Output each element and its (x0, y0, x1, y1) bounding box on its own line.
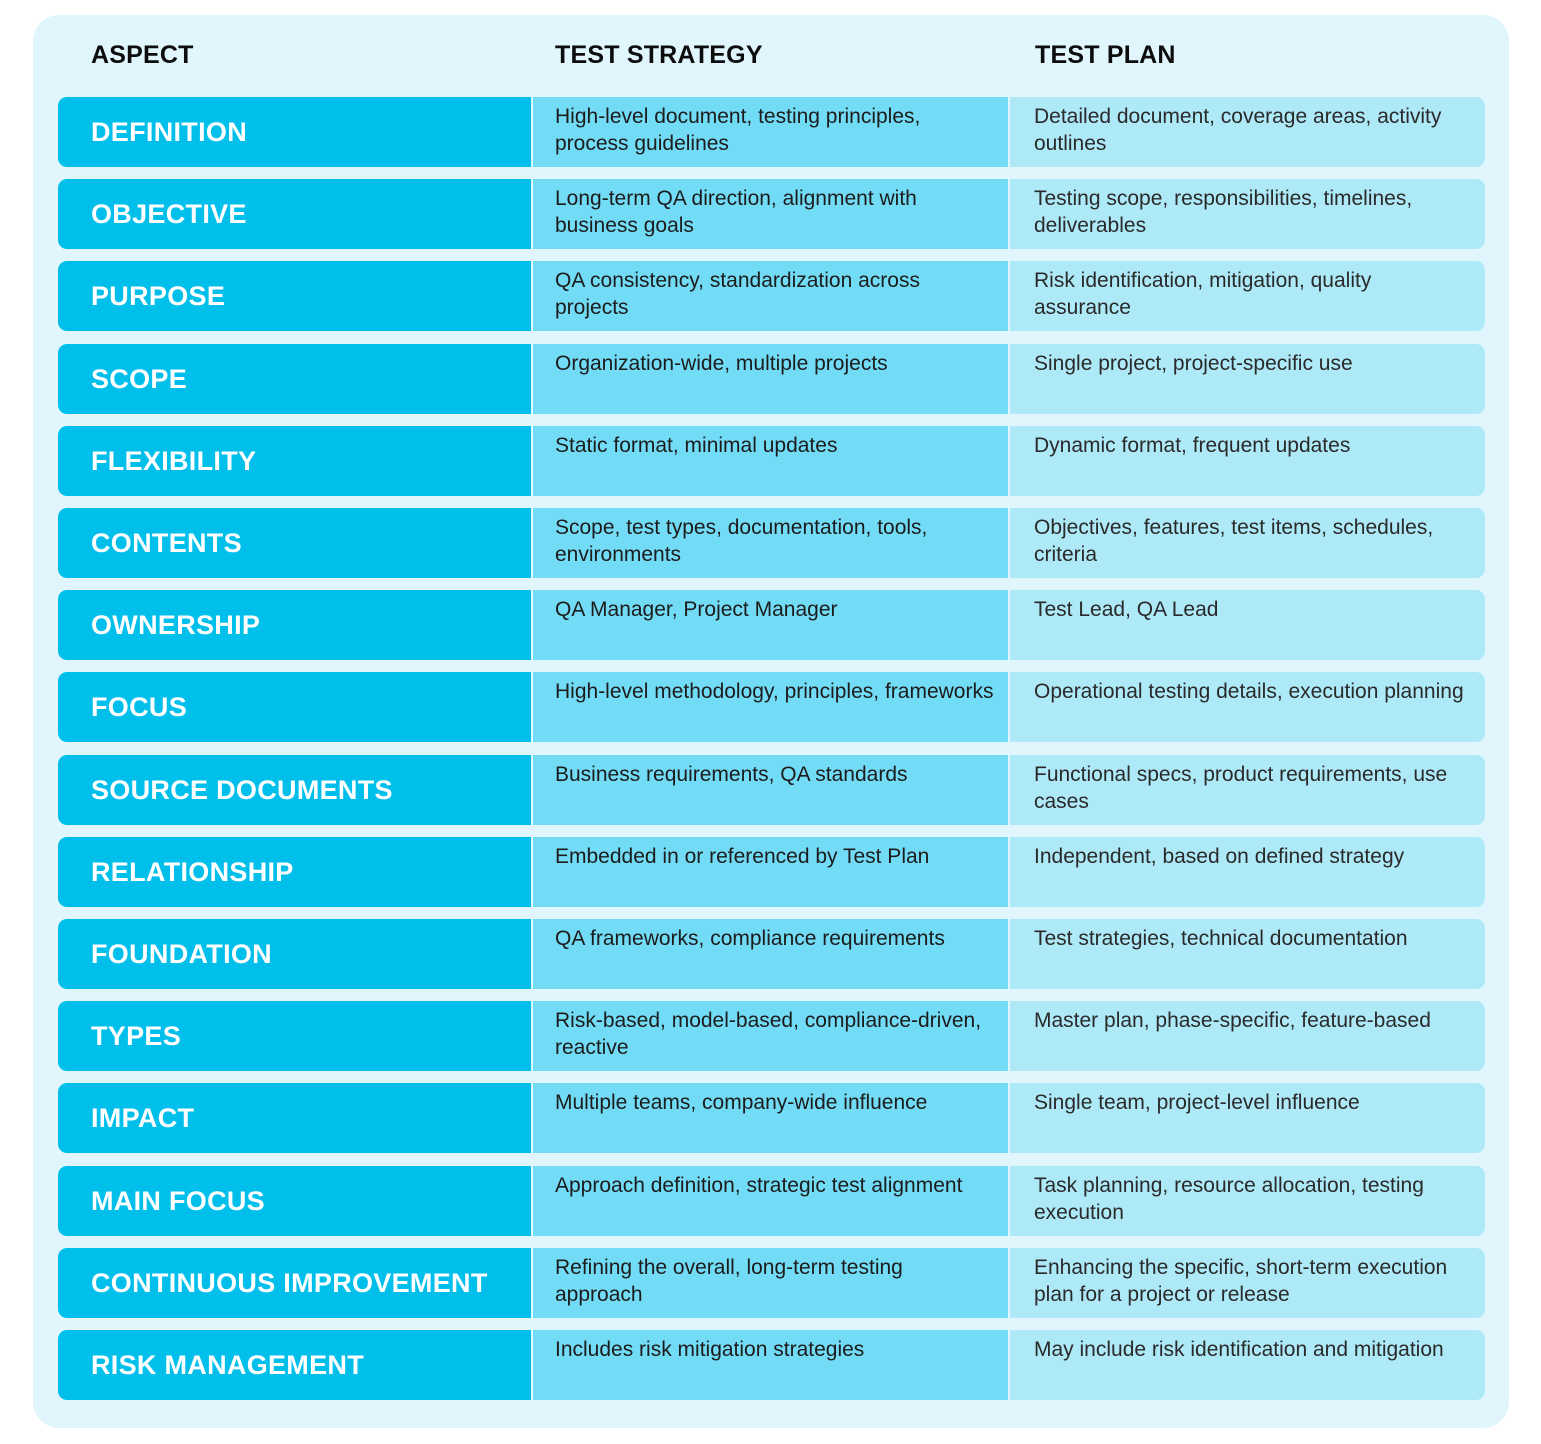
plan-cell: Task planning, resource allocation, test… (1010, 1165, 1485, 1236)
table-row: OBJECTIVE Long-term QA direction, alignm… (58, 179, 1485, 250)
aspect-cell: TYPES (58, 1001, 531, 1072)
table-row: FOUNDATION QA frameworks, compliance req… (58, 919, 1485, 989)
strategy-cell: Multiple teams, company-wide influence (533, 1083, 1008, 1154)
strategy-cell: Organization-wide, multiple projects (533, 343, 1008, 414)
aspect-cell: PURPOSE (58, 261, 531, 332)
plan-cell: Single team, project-level influence (1010, 1083, 1485, 1154)
plan-cell: Test Lead, QA Lead (1010, 590, 1485, 661)
aspect-cell: FOUNDATION (58, 919, 531, 989)
aspect-cell: MAIN FOCUS (58, 1165, 531, 1236)
strategy-cell: Static format, minimal updates (533, 425, 1008, 496)
strategy-cell: Refining the overall, long-term testing … (533, 1247, 1008, 1318)
plan-cell: Test strategies, technical documentation (1010, 919, 1485, 989)
table-row: MAIN FOCUS Approach definition, strategi… (58, 1165, 1485, 1236)
table-row: IMPACT Multiple teams, company-wide infl… (58, 1083, 1485, 1154)
plan-cell: Independent, based on defined strategy (1010, 836, 1485, 907)
aspect-cell: OBJECTIVE (58, 179, 531, 250)
plan-cell: Objectives, features, test items, schedu… (1010, 508, 1485, 578)
strategy-cell: QA consistency, standardization across p… (533, 261, 1008, 332)
aspect-cell: RELATIONSHIP (58, 836, 531, 907)
strategy-cell: Includes risk mitigation strategies (533, 1330, 1008, 1400)
header-test-strategy: TEST STRATEGY (555, 41, 763, 69)
aspect-cell: CONTENTS (58, 508, 531, 578)
table-row: CONTENTS Scope, test types, documentatio… (58, 508, 1485, 578)
aspect-cell: FOCUS (58, 672, 531, 743)
aspect-cell: SOURCE DOCUMENTS (58, 754, 531, 825)
table-row: DEFINITION High-level document, testing … (58, 97, 1485, 167)
plan-cell: Testing scope, responsibilities, timelin… (1010, 179, 1485, 250)
aspect-cell: IMPACT (58, 1083, 531, 1154)
table-row: PURPOSE QA consistency, standardization … (58, 261, 1485, 332)
table-row: FLEXIBILITY Static format, minimal updat… (58, 425, 1485, 496)
table-row: SCOPE Organization-wide, multiple projec… (58, 343, 1485, 414)
table-row: OWNERSHIP QA Manager, Project Manager Te… (58, 590, 1485, 661)
table-row: SOURCE DOCUMENTS Business requirements, … (58, 754, 1485, 825)
plan-cell: Single project, project-specific use (1010, 343, 1485, 414)
plan-cell: Functional specs, product requirements, … (1010, 754, 1485, 825)
plan-cell: Enhancing the specific, short-term execu… (1010, 1247, 1485, 1318)
strategy-cell: Risk-based, model-based, compliance-driv… (533, 1001, 1008, 1072)
strategy-cell: Business requirements, QA standards (533, 754, 1008, 825)
plan-cell: Risk identification, mitigation, quality… (1010, 261, 1485, 332)
strategy-cell: QA Manager, Project Manager (533, 590, 1008, 661)
aspect-cell: OWNERSHIP (58, 590, 531, 661)
plan-cell: Operational testing details, execution p… (1010, 672, 1485, 743)
table-row: RELATIONSHIP Embedded in or referenced b… (58, 836, 1485, 907)
aspect-cell: FLEXIBILITY (58, 425, 531, 496)
table-row: RISK MANAGEMENT Includes risk mitigation… (58, 1330, 1485, 1400)
aspect-cell: CONTINUOUS IMPROVEMENT (58, 1247, 531, 1318)
strategy-cell: Approach definition, strategic test alig… (533, 1165, 1008, 1236)
comparison-table-panel: ASPECT TEST STRATEGY TEST PLAN DEFINITIO… (33, 15, 1509, 1428)
plan-cell: Dynamic format, frequent updates (1010, 425, 1485, 496)
aspect-cell: SCOPE (58, 343, 531, 414)
plan-cell: Master plan, phase-specific, feature-bas… (1010, 1001, 1485, 1072)
strategy-cell: Embedded in or referenced by Test Plan (533, 836, 1008, 907)
header-test-plan: TEST PLAN (1035, 41, 1176, 69)
table-header: ASPECT TEST STRATEGY TEST PLAN (33, 15, 1509, 95)
strategy-cell: High-level document, testing principles,… (533, 97, 1008, 167)
aspect-cell: DEFINITION (58, 97, 531, 167)
plan-cell: Detailed document, coverage areas, activ… (1010, 97, 1485, 167)
strategy-cell: Long-term QA direction, alignment with b… (533, 179, 1008, 250)
table-row: TYPES Risk-based, model-based, complianc… (58, 1001, 1485, 1072)
table-row: CONTINUOUS IMPROVEMENT Refining the over… (58, 1247, 1485, 1318)
table-row: FOCUS High-level methodology, principles… (58, 672, 1485, 743)
strategy-cell: Scope, test types, documentation, tools,… (533, 508, 1008, 578)
header-aspect: ASPECT (91, 41, 194, 69)
strategy-cell: QA frameworks, compliance requirements (533, 919, 1008, 989)
plan-cell: May include risk identification and miti… (1010, 1330, 1485, 1400)
aspect-cell: RISK MANAGEMENT (58, 1330, 531, 1400)
strategy-cell: High-level methodology, principles, fram… (533, 672, 1008, 743)
